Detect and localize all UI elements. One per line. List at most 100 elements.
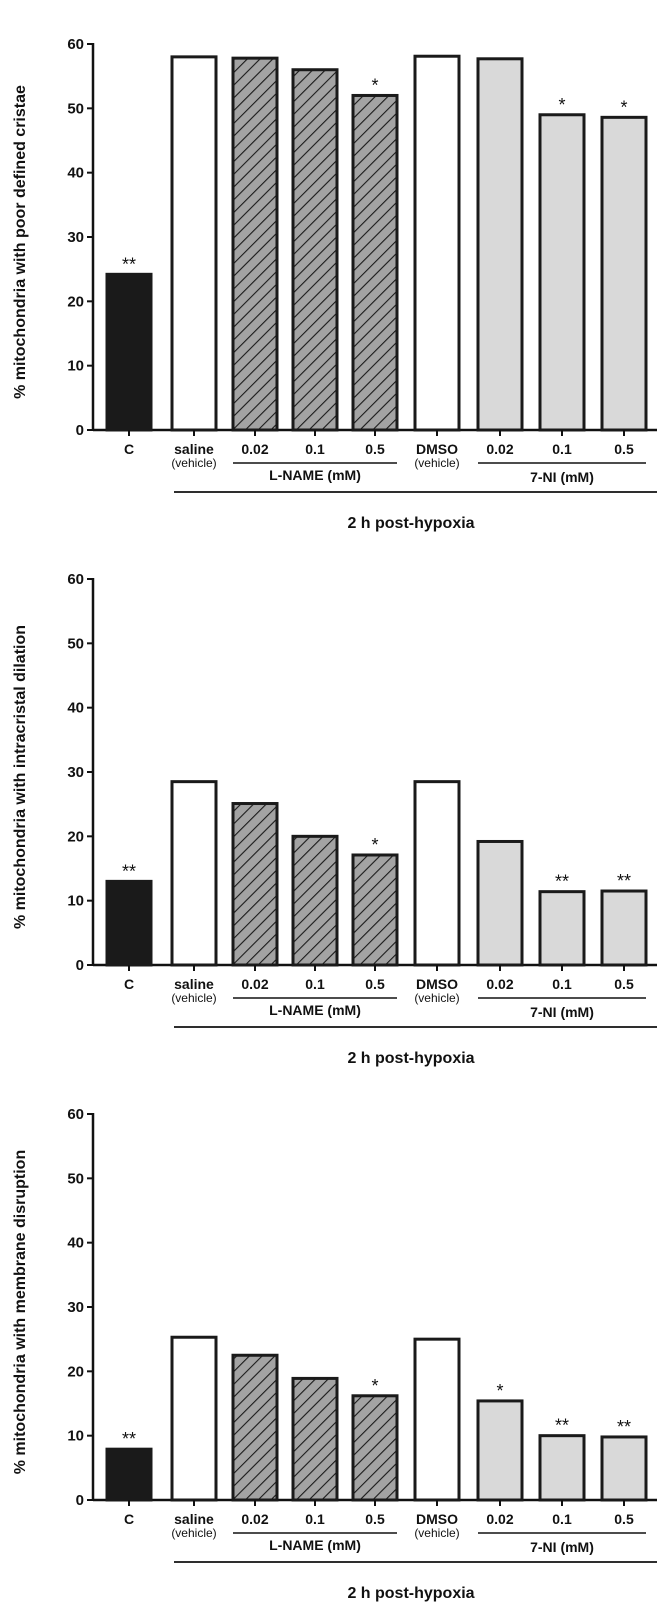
x-axis-label: 2 h post-hypoxia (347, 1050, 474, 1067)
bar (105, 879, 153, 967)
bar (170, 780, 218, 967)
category-label: 0.02 (241, 976, 268, 992)
significance-label: ** (122, 861, 136, 881)
category-label: saline (174, 976, 214, 992)
chart-panel-cristae: % mitochondria with poor defined cristae… (12, 36, 657, 532)
y-tick-label: 50 (67, 1170, 84, 1187)
category-label: 0.5 (365, 441, 385, 457)
significance-label: * (371, 835, 378, 855)
bar (600, 889, 648, 967)
group-label-lname: L-NAME (mM) (269, 467, 361, 483)
category-label: 0.5 (614, 1511, 634, 1527)
bar (170, 1335, 218, 1502)
significance-label: * (371, 75, 378, 95)
significance-label: * (496, 1381, 503, 1401)
y-tick-label: 20 (67, 1363, 84, 1380)
category-label: DMSO (416, 976, 458, 992)
bar (476, 1399, 524, 1502)
bar (291, 68, 339, 432)
y-tick-label: 10 (67, 1428, 84, 1445)
bar (105, 1447, 153, 1502)
chart-panel-membrane: % mitochondria with membrane disruption 0… (12, 1106, 657, 1602)
category-label: 0.5 (365, 1511, 385, 1527)
category-label: C (124, 1511, 134, 1527)
significance-label: * (620, 97, 627, 117)
group-label-lname: L-NAME (mM) (269, 1537, 361, 1553)
y-tick-label: 40 (67, 165, 84, 182)
y-tick-label: 60 (67, 571, 84, 588)
significance-label: ** (122, 254, 136, 274)
category-label: saline (174, 1511, 214, 1527)
bar (170, 55, 218, 432)
significance-label: ** (617, 871, 631, 891)
x-axis-label: 2 h post-hypoxia (347, 515, 474, 532)
y-tick-label: 10 (67, 893, 84, 910)
category-label: 0.1 (552, 1511, 572, 1527)
category-label: 0.5 (614, 441, 634, 457)
y-tick-label: 0 (76, 957, 84, 974)
significance-label: * (558, 95, 565, 115)
significance-label: ** (555, 1416, 569, 1436)
category-label: 0.5 (614, 976, 634, 992)
group-label-7ni: 7-NI (mM) (530, 1539, 594, 1555)
bar (351, 1394, 399, 1502)
group-label-lname: L-NAME (mM) (269, 1002, 361, 1018)
category-label: saline (174, 441, 214, 457)
category-sublabel: (vehicle) (171, 1526, 216, 1540)
chart-panel-intracristal: % mitochondria with intracristal dilatio… (12, 571, 657, 1067)
category-label: 0.1 (305, 976, 325, 992)
bar (291, 834, 339, 967)
group-label-7ni: 7-NI (mM) (530, 469, 594, 485)
bar (476, 839, 524, 967)
y-tick-label: 0 (76, 422, 84, 439)
group-label-7ni: 7-NI (mM) (530, 1004, 594, 1020)
y-tick-label: 40 (67, 1235, 84, 1252)
y-tick-label: 40 (67, 700, 84, 717)
y-tick-label: 50 (67, 635, 84, 652)
bar (231, 802, 279, 967)
significance-label: ** (122, 1429, 136, 1449)
category-sublabel: (vehicle) (414, 1526, 459, 1540)
bar (413, 54, 461, 432)
y-tick-label: 0 (76, 1492, 84, 1509)
significance-label: ** (617, 1417, 631, 1437)
bar (600, 1435, 648, 1502)
y-axis-label: % mitochondria with membrane disruption (12, 1150, 29, 1474)
category-sublabel: (vehicle) (414, 991, 459, 1005)
bar (476, 57, 524, 432)
bar (231, 56, 279, 432)
category-label: 0.1 (552, 441, 572, 457)
category-sublabel: (vehicle) (414, 456, 459, 470)
bar (538, 1434, 586, 1502)
x-axis-label: 2 h post-hypoxia (347, 1585, 474, 1602)
category-label: DMSO (416, 441, 458, 457)
y-tick-label: 60 (67, 36, 84, 53)
category-label: 0.02 (486, 976, 513, 992)
y-tick-label: 10 (67, 358, 84, 375)
category-sublabel: (vehicle) (171, 991, 216, 1005)
y-tick-label: 20 (67, 828, 84, 845)
bar (351, 93, 399, 432)
bar (105, 272, 153, 432)
significance-label: * (371, 1376, 378, 1396)
bar (413, 780, 461, 967)
y-tick-label: 20 (67, 293, 84, 310)
bar (413, 1337, 461, 1502)
y-tick-label: 50 (67, 100, 84, 117)
y-tick-label: 30 (67, 229, 84, 246)
y-axis-label: % mitochondria with poor defined cristae (12, 85, 29, 399)
category-label: C (124, 976, 134, 992)
category-label: DMSO (416, 1511, 458, 1527)
y-tick-label: 60 (67, 1106, 84, 1123)
category-label: 0.02 (241, 1511, 268, 1527)
bar (538, 890, 586, 967)
category-label: 0.5 (365, 976, 385, 992)
category-sublabel: (vehicle) (171, 456, 216, 470)
bar (351, 853, 399, 967)
bar (538, 113, 586, 432)
y-axis-label: % mitochondria with intracristal dilatio… (12, 625, 29, 929)
y-tick-label: 30 (67, 1299, 84, 1316)
bar (291, 1376, 339, 1502)
category-label: 0.1 (305, 1511, 325, 1527)
category-label: 0.02 (241, 441, 268, 457)
